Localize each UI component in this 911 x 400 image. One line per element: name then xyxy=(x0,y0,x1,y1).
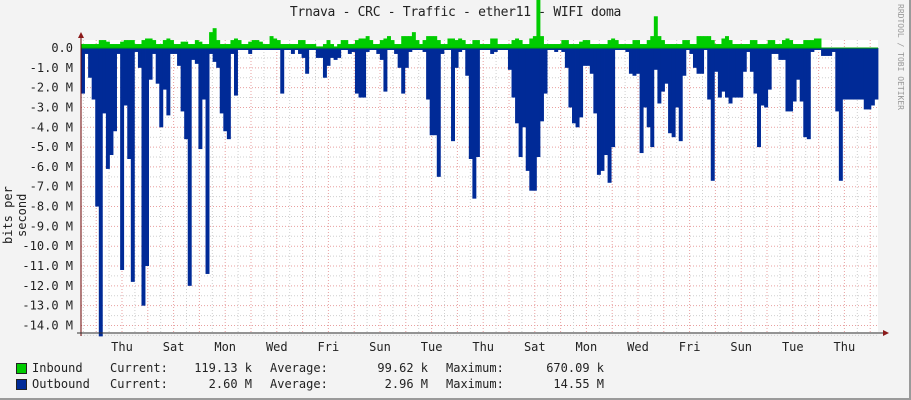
x-tick-label: Tue xyxy=(421,340,443,354)
x-axis-arrow-icon xyxy=(883,330,889,336)
legend-label: Outbound xyxy=(32,377,90,391)
legend-label: Inbound xyxy=(32,361,83,375)
outbound-swatch-icon xyxy=(16,378,27,390)
average-value: 2.96 M xyxy=(384,377,428,391)
y-tick-label: 0.0 xyxy=(51,41,73,55)
y-tick-label: -6.0 M xyxy=(30,160,73,174)
legend-row-outbound: Outbound Current: 2.60 M Average: 2.96 M… xyxy=(16,377,604,391)
average-label: Average: xyxy=(270,361,328,375)
average-label: Average: xyxy=(270,377,328,391)
x-tick-label: Tue xyxy=(782,340,804,354)
legend-row-inbound: Inbound Current: 119.13 k Average: 99.62… xyxy=(16,361,604,375)
y-tick-label: -9.0 M xyxy=(30,219,73,233)
x-tick-label: Mon xyxy=(576,340,598,354)
maximum-value: 670.09 k xyxy=(546,361,604,375)
y-tick-label: -1.0 M xyxy=(30,61,73,75)
x-tick-label: Sun xyxy=(730,340,752,354)
y-tick-label: -12.0 M xyxy=(22,279,73,293)
inbound-swatch-icon xyxy=(16,362,27,374)
y-axis-ticks: 0.0 -1.0 M -2.0 M -3.0 M -4.0 M -5.0 M -6.0 M -… xyxy=(22,41,73,332)
inbound-series xyxy=(81,0,878,49)
x-tick-label: Fri xyxy=(318,340,340,354)
axes xyxy=(77,32,889,336)
x-tick-label: Fri xyxy=(679,340,701,354)
x-tick-label: Sat xyxy=(524,340,546,354)
x-tick-label: Wed xyxy=(627,340,649,354)
maximum-value: 14.55 M xyxy=(553,377,604,391)
maximum-label: Maximum: xyxy=(446,361,504,375)
average-value: 99.62 k xyxy=(377,361,428,375)
current-value: 2.60 M xyxy=(208,377,252,391)
x-tick-label: Sat xyxy=(163,340,185,354)
y-tick-label: -7.0 M xyxy=(30,180,73,194)
y-tick-label: -10.0 M xyxy=(22,239,73,253)
y-axis-arrow-icon xyxy=(78,32,84,38)
rrdtool-watermark: RRDTOOL / TOBI OETIKER xyxy=(896,4,905,110)
outbound-series xyxy=(81,48,879,337)
x-tick-label: Thu xyxy=(111,340,133,354)
y-tick-label: -14.0 M xyxy=(22,318,73,332)
x-tick-label: Thu xyxy=(834,340,856,354)
y-tick-label: -11.0 M xyxy=(22,259,73,273)
current-label: Current: xyxy=(110,377,168,391)
current-label: Current: xyxy=(110,361,168,375)
x-tick-label: Mon xyxy=(214,340,236,354)
current-value: 119.13 k xyxy=(194,361,252,375)
x-tick-label: Thu xyxy=(472,340,494,354)
y-tick-label: -2.0 M xyxy=(30,81,73,95)
y-tick-label: -8.0 M xyxy=(30,200,73,214)
y-tick-label: -5.0 M xyxy=(30,140,73,154)
y-tick-label: -4.0 M xyxy=(30,120,73,134)
x-tick-label: Wed xyxy=(266,340,288,354)
maximum-label: Maximum: xyxy=(446,377,504,391)
x-tick-label: Sun xyxy=(369,340,391,354)
x-axis-ticks: Thu Sat Mon Wed Fri Sun Tue Thu Sat Mon Wed Fri Sun T… xyxy=(111,340,855,354)
y-tick-label: -3.0 M xyxy=(30,100,73,114)
y-tick-label: -13.0 M xyxy=(22,299,73,313)
